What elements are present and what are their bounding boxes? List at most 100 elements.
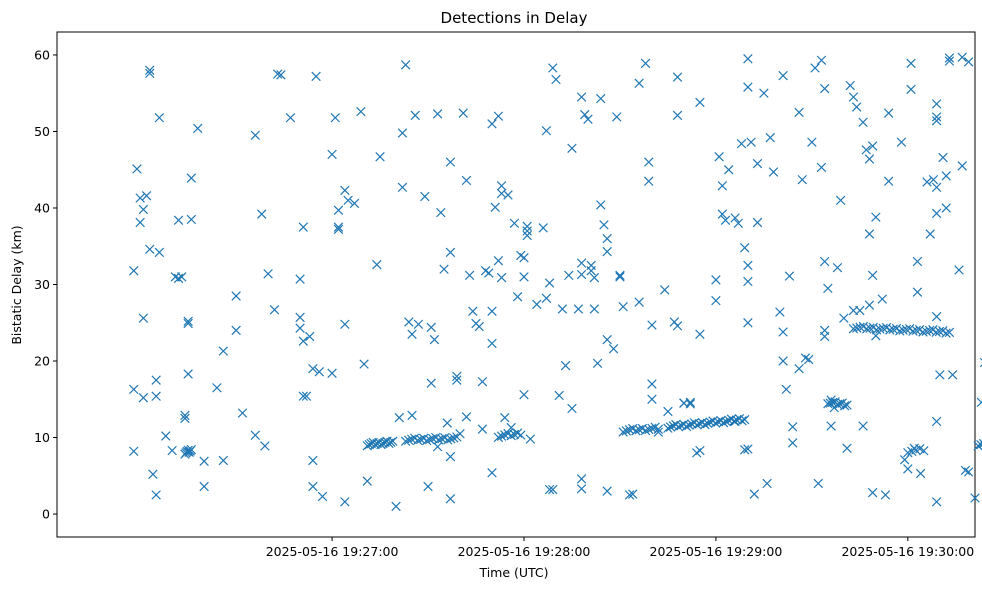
data-point — [340, 185, 350, 196]
data-point — [602, 246, 612, 257]
data-point — [644, 424, 654, 435]
data-point — [684, 420, 694, 430]
data-point — [356, 106, 366, 117]
data-point — [624, 490, 635, 500]
data-point — [778, 327, 788, 337]
data-point — [186, 444, 197, 455]
data-point — [899, 454, 910, 465]
scatter-markers — [129, 52, 982, 512]
data-point — [410, 110, 420, 121]
data-point — [308, 455, 318, 466]
data-point — [421, 435, 432, 446]
data-point — [576, 484, 587, 494]
data-point — [813, 478, 823, 489]
data-point — [183, 369, 193, 379]
data-point — [589, 304, 600, 314]
data-point — [519, 389, 529, 400]
data-point — [692, 420, 702, 430]
data-point — [311, 71, 321, 82]
data-point — [673, 421, 684, 432]
data-point — [522, 221, 532, 232]
data-point — [512, 292, 523, 302]
data-point — [183, 318, 193, 329]
data-point — [477, 424, 488, 434]
data-point — [960, 465, 971, 476]
data-point — [186, 173, 197, 183]
data-point — [602, 334, 612, 345]
data-point — [560, 360, 571, 371]
data-point — [963, 57, 974, 67]
data-point — [295, 323, 305, 333]
data-point — [161, 431, 171, 441]
data-point — [135, 217, 145, 228]
data-point — [237, 408, 248, 418]
data-point — [343, 195, 353, 206]
data-point — [912, 256, 923, 267]
y-tick-label: 30 — [34, 277, 50, 292]
data-point — [906, 84, 916, 95]
data-point — [298, 336, 309, 346]
data-point — [640, 58, 651, 69]
data-point — [807, 137, 817, 147]
data-point — [877, 294, 887, 304]
data-point — [129, 266, 139, 276]
data-point — [941, 328, 951, 338]
data-point — [445, 494, 456, 504]
data-point — [446, 434, 456, 444]
data-point — [218, 455, 229, 466]
data-point — [503, 190, 513, 200]
data-point — [428, 433, 438, 444]
data-point — [532, 299, 542, 310]
data-point — [739, 414, 750, 425]
data-point — [717, 209, 728, 219]
data-point — [519, 272, 529, 282]
data-point — [842, 443, 852, 453]
data-point — [957, 52, 967, 62]
x-axis-label: Time (UTC) — [478, 565, 548, 580]
data-point — [819, 83, 830, 94]
data-point — [618, 427, 628, 437]
data-point — [743, 444, 753, 454]
data-point — [413, 319, 424, 330]
data-point — [736, 138, 747, 149]
data-point — [468, 306, 478, 317]
data-point — [167, 445, 177, 456]
data-point — [493, 111, 504, 121]
data-point — [647, 394, 657, 404]
data-point — [180, 413, 190, 424]
data-point — [458, 108, 468, 118]
data-point — [797, 174, 807, 185]
data-point — [496, 272, 507, 283]
data-point — [631, 426, 641, 436]
data-point — [295, 274, 305, 284]
data-point — [695, 97, 705, 108]
data-point — [842, 400, 852, 410]
data-point — [819, 331, 830, 342]
data-point — [640, 425, 651, 436]
data-point — [487, 338, 497, 349]
data-point — [931, 112, 942, 122]
data-point — [544, 484, 555, 495]
data-point — [493, 432, 504, 443]
data-point — [135, 193, 145, 203]
data-point — [151, 490, 161, 500]
data-point — [787, 422, 798, 432]
data-point — [695, 329, 705, 339]
data-point — [663, 406, 673, 417]
data-point — [660, 285, 670, 295]
data-point — [602, 486, 612, 496]
data-point — [759, 88, 769, 98]
data-point — [231, 291, 241, 301]
data-point — [218, 346, 229, 356]
data-point — [944, 327, 955, 338]
data-point — [272, 69, 283, 79]
data-point — [148, 469, 158, 479]
data-point — [145, 65, 155, 75]
data-point — [672, 110, 683, 121]
data-point — [327, 368, 337, 378]
data-point — [445, 157, 456, 167]
data-point — [250, 430, 261, 440]
data-point — [154, 112, 165, 123]
data-point — [362, 476, 372, 486]
data-point — [586, 266, 596, 276]
